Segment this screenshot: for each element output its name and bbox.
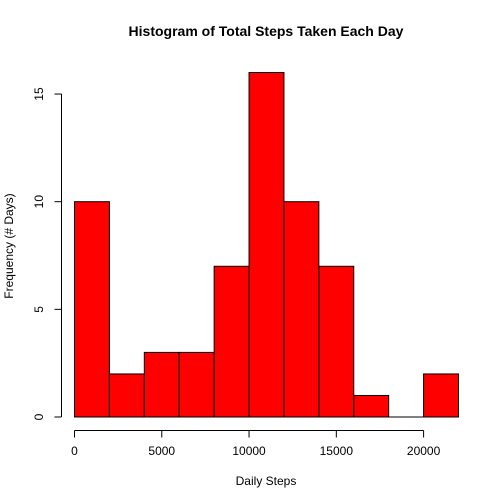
histogram-bar	[423, 373, 460, 418]
histogram-bar	[108, 373, 145, 418]
y-tick-label: 0	[32, 413, 46, 420]
y-axis-label: Frequency (# Days)	[2, 193, 16, 298]
histogram-bar	[143, 351, 180, 418]
x-axis-label: Daily Steps	[236, 474, 297, 488]
histogram-bar	[318, 265, 355, 418]
x-axis: 0 5000 10000 15000 20000	[71, 430, 441, 458]
histogram-bar	[353, 394, 390, 418]
y-tick-label: 5	[32, 306, 46, 313]
x-tick-label: 10000	[232, 444, 266, 458]
y-tick-label: 10	[32, 195, 46, 209]
x-tick-label: 15000	[320, 444, 354, 458]
y-axis: 0 5 10 15	[32, 87, 62, 420]
chart-title: Histogram of Total Steps Taken Each Day	[129, 23, 404, 39]
bars-group	[74, 72, 460, 418]
histogram-bar	[248, 72, 285, 418]
histogram-bar	[178, 351, 215, 418]
histogram-bar	[283, 201, 320, 418]
y-tick-label: 15	[32, 87, 46, 101]
x-tick-label: 20000	[407, 444, 441, 458]
x-tick-label: 5000	[148, 444, 175, 458]
histogram-bar	[74, 201, 110, 418]
histogram-bar	[213, 265, 250, 418]
x-tick-label: 0	[71, 444, 78, 458]
